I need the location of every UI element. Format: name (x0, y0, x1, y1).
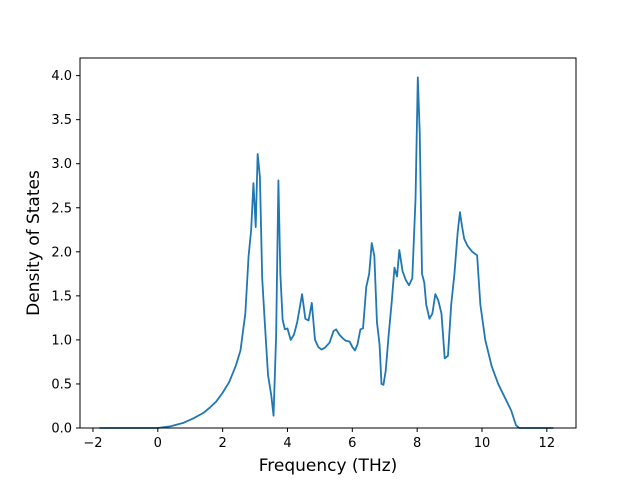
y-tick-label: 2.5 (51, 201, 72, 216)
y-tick-label: 3.5 (51, 113, 72, 128)
x-tick-label: 2 (218, 436, 226, 451)
x-tick-label: 0 (154, 436, 162, 451)
y-tick-label: 3.0 (51, 157, 72, 172)
x-tick-label: 10 (474, 436, 491, 451)
x-tick-label: 12 (539, 436, 556, 451)
series-line-0 (99, 76, 554, 429)
x-axis-label: Frequency (THz) (259, 456, 398, 476)
y-tick-label: 1.0 (51, 333, 72, 348)
y-tick-label: 0.0 (51, 422, 72, 437)
y-tick-label: 2.0 (51, 245, 72, 260)
x-tick-label: −2 (83, 436, 102, 451)
y-tick-label: 0.5 (51, 377, 72, 392)
x-tick-label: 8 (413, 436, 421, 451)
series-layer (99, 76, 554, 429)
tick-layer: −2 0 2 4 6 8 10 12 0.0 0.5 1.0 1.5 2.0 2.5 3.0 3.5 4.0 (51, 69, 555, 451)
y-axis-label: Density of States (24, 170, 44, 316)
x-tick-label: 4 (283, 436, 291, 451)
y-tick-label: 4.0 (51, 69, 72, 84)
y-tick-label: 1.5 (51, 289, 72, 304)
axes-frame (79, 57, 577, 429)
x-tick-label: 6 (348, 436, 356, 451)
